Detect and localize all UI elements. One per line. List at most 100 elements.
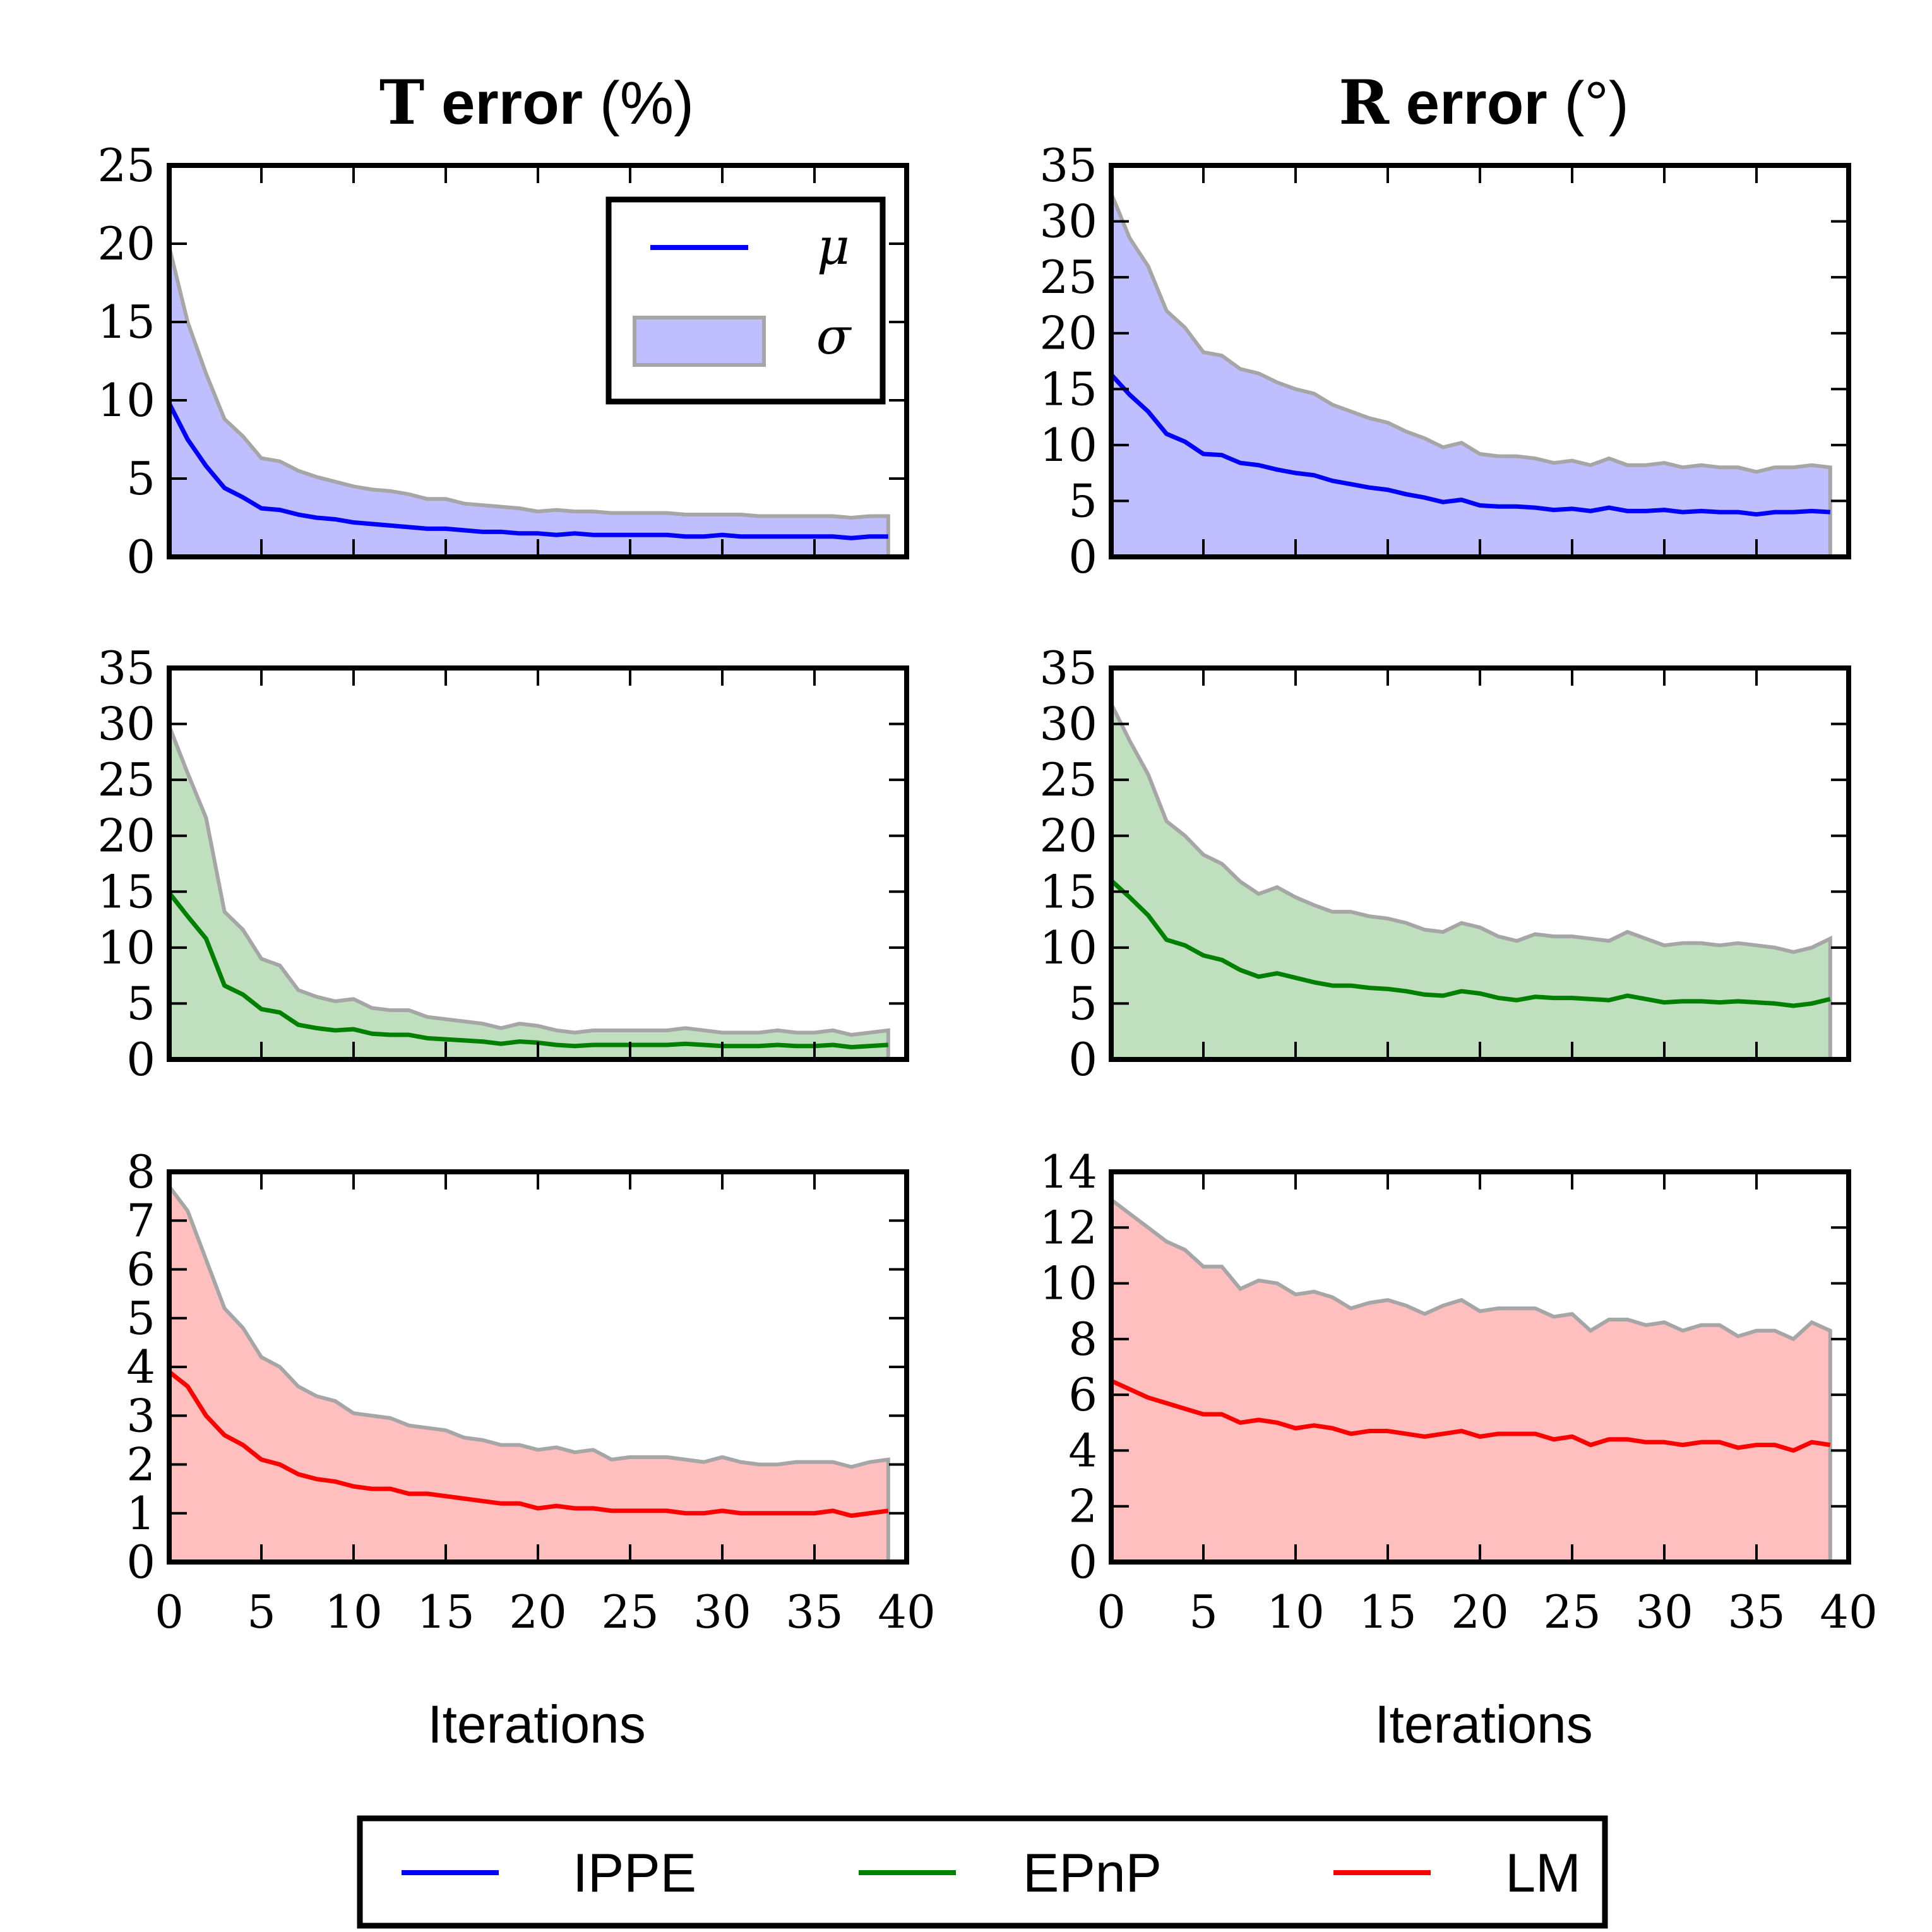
lm-r-error-xtick-label: 25: [1543, 1585, 1601, 1638]
lm-t-error-ytick-label: 2: [126, 1438, 155, 1491]
lm-r-error-xtick-label: 5: [1189, 1585, 1218, 1638]
epnp-r-error-std-edge: [1109, 703, 1832, 1059]
lm-r-error-ytick-label: 8: [1068, 1313, 1097, 1366]
xlabel-left: Iterations: [427, 1695, 646, 1754]
panel-ippe-t-error: 0 5 10 15 20 25: [97, 139, 909, 583]
epnp-r-error-ytick-label: 0: [1068, 1033, 1097, 1086]
epnp-r-error-ytick-label: 20: [1039, 809, 1097, 862]
ippe-t-error-ytick-label: 0: [126, 530, 155, 583]
lm-r-error-xtick-label: 15: [1359, 1585, 1417, 1638]
lm-t-error-ytick-label: 3: [126, 1389, 155, 1442]
ippe-t-error-std-band: [169, 246, 888, 557]
ippe-r-error-mean-line: [1109, 373, 1831, 517]
epnp-r-error-std-band: [1111, 703, 1830, 1059]
inner-legend-mean-label: μ: [817, 217, 850, 276]
lm-t-error-xtick-label: 40: [878, 1585, 936, 1638]
epnp-t-error-std-edge: [167, 725, 890, 1059]
lm-t-error-xtick-label: 20: [509, 1585, 567, 1638]
lm-t-error-ytick-label: 0: [126, 1535, 155, 1589]
bottom-legend: IPPE EPnP LM: [357, 1815, 1608, 1929]
lm-r-error-xtick-label: 10: [1267, 1585, 1325, 1638]
inner-legend-std-label: σ: [816, 307, 852, 366]
lm-t-error-xtick-label: 35: [785, 1585, 844, 1638]
epnp-t-error-mean-line: [167, 891, 889, 1050]
inner-legend-box: [605, 196, 886, 405]
ippe-t-error-std-edge: [167, 246, 890, 557]
epnp-t-error-ytick-label: 30: [97, 698, 155, 751]
legend-ippe-label: IPPE: [573, 1843, 696, 1904]
lm-t-error-xtick-label: 0: [155, 1585, 184, 1638]
epnp-t-error-ytick-label: 20: [97, 809, 155, 862]
lm-t-error-xtick-label: 25: [601, 1585, 659, 1638]
lm-t-error-std-band: [169, 1186, 888, 1562]
ippe-r-error-std-edge: [1109, 193, 1832, 557]
epnp-r-error-ytick-label: 35: [1039, 641, 1097, 695]
ippe-r-error-ytick-label: 10: [1039, 419, 1097, 472]
lm-t-error-ytick-label: 4: [126, 1340, 155, 1393]
lm-t-error-ytick-label: 6: [126, 1243, 155, 1296]
epnp-t-error-ytick-label: 35: [97, 641, 155, 695]
lm-r-error-std-band: [1111, 1200, 1830, 1562]
epnp-r-error-ytick-label: 5: [1068, 977, 1097, 1030]
ippe-r-error-ytick-label: 20: [1039, 307, 1097, 360]
ippe-r-error-ytick-label: 0: [1068, 530, 1097, 583]
lm-t-error-xtick-label: 5: [247, 1585, 276, 1638]
lm-t-error-xtick-label: 15: [417, 1585, 475, 1638]
ippe-t-error-ytick-label: 15: [97, 295, 155, 349]
ippe-r-error-ytick-label: 30: [1039, 195, 1097, 248]
ippe-t-error-ytick-label: 10: [97, 374, 155, 427]
lm-t-error-ytick-label: 8: [126, 1145, 155, 1198]
lm-r-error-ytick-label: 14: [1039, 1145, 1097, 1198]
lm-t-error-ytick-label: 5: [126, 1292, 155, 1345]
ippe-t-error-mean-line: [167, 402, 888, 540]
ippe-r-error-ytick-label: 5: [1068, 474, 1097, 527]
epnp-r-error-ytick-label: 30: [1039, 698, 1097, 751]
panels: 0510152025051015202530350510152025303505…: [97, 139, 1877, 1638]
lm-t-error-xtick-label: 30: [693, 1585, 751, 1638]
epnp-t-error-ytick-label: 5: [126, 977, 155, 1030]
lm-r-error-std-edge: [1110, 1198, 1832, 1562]
legend-lm-label: LM: [1505, 1843, 1580, 1904]
lm-t-error-ytick-label: 7: [126, 1194, 155, 1247]
epnp-r-error-ytick-label: 25: [1039, 753, 1097, 806]
epnp-r-error-ytick-label: 15: [1039, 865, 1097, 918]
lm-r-error-mean-line: [1110, 1378, 1831, 1453]
epnp-t-error-ytick-label: 25: [97, 753, 155, 806]
inner-legend: μ σ: [605, 196, 886, 405]
epnp-r-error-mean-line: [1109, 878, 1831, 1008]
ippe-t-error-ytick-label: 25: [97, 139, 155, 192]
lm-t-error-std-edge: [167, 1185, 890, 1562]
title-t-error: T error (%): [379, 67, 694, 138]
lm-t-error-mean-line: [167, 1369, 889, 1518]
lm-r-error-ytick-label: 4: [1068, 1424, 1097, 1477]
lm-r-error-xtick-label: 35: [1727, 1585, 1786, 1638]
lm-r-error-ytick-label: 0: [1068, 1535, 1097, 1589]
inner-legend-std-swatch: [633, 316, 766, 367]
epnp-t-error-std-band: [169, 726, 888, 1059]
lm-r-error-ytick-label: 6: [1068, 1368, 1097, 1421]
epnp-t-error-ytick-label: 10: [97, 921, 155, 974]
lm-r-error-ytick-label: 2: [1068, 1480, 1097, 1533]
lm-r-error-xtick-label: 30: [1635, 1585, 1693, 1638]
ippe-t-error-ytick-label: 5: [126, 452, 155, 505]
ippe-r-error-ytick-label: 15: [1039, 362, 1097, 415]
lm-t-error-ytick-label: 1: [126, 1487, 155, 1540]
title-r-error: R error (°): [1339, 67, 1629, 138]
epnp-t-error-ytick-label: 0: [126, 1033, 155, 1086]
lm-r-error-xtick-label: 20: [1451, 1585, 1509, 1638]
lm-r-error-xtick-label: 0: [1097, 1585, 1126, 1638]
lm-r-error-ytick-label: 10: [1039, 1257, 1097, 1310]
ippe-r-error-ytick-label: 25: [1039, 251, 1097, 304]
legend-epnp-label: EPnP: [1023, 1843, 1162, 1904]
epnp-t-error-ytick-label: 15: [97, 865, 155, 918]
lm-r-error-ytick-label: 12: [1039, 1201, 1097, 1254]
lm-r-error-xtick-label: 40: [1820, 1585, 1878, 1638]
xlabel-right: Iterations: [1374, 1695, 1593, 1754]
epnp-r-error-ytick-label: 10: [1039, 921, 1097, 974]
ippe-t-error-ytick-label: 20: [97, 217, 155, 270]
